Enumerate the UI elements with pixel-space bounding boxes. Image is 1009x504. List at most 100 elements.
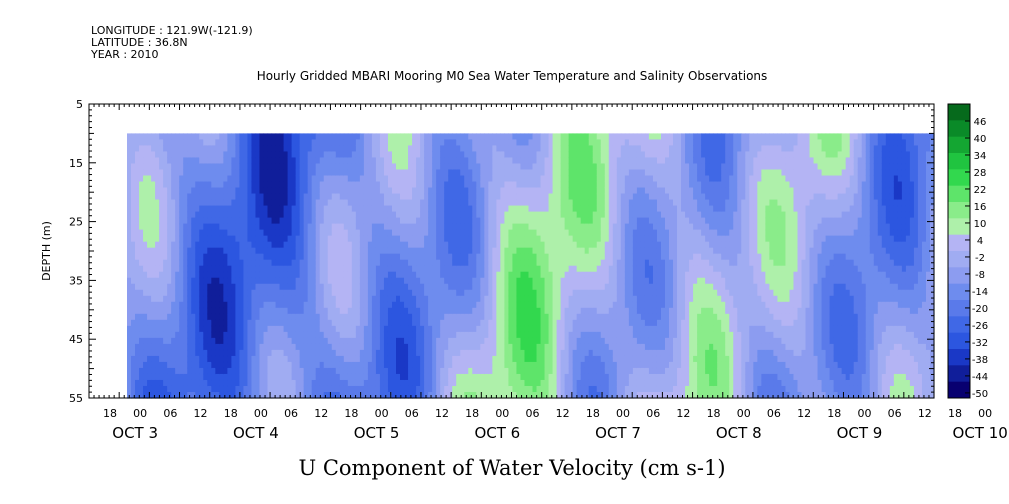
heat-cell — [528, 343, 534, 351]
heat-cell — [299, 133, 305, 141]
heat-cell — [259, 157, 265, 165]
heat-cell — [476, 187, 481, 195]
heat-cell — [131, 295, 136, 303]
heat-cell — [311, 271, 317, 279]
heat-cell — [159, 253, 164, 261]
heat-cell — [404, 253, 409, 261]
heat-cell — [472, 157, 477, 165]
heat-cell — [335, 307, 341, 315]
heat-cell — [528, 283, 534, 291]
heat-cell — [416, 283, 421, 291]
heat-cell — [359, 253, 365, 261]
heat-cell — [315, 163, 321, 171]
heat-cell — [496, 385, 501, 393]
heat-cell — [143, 307, 148, 315]
heat-cell — [544, 373, 550, 381]
heat-cell — [151, 373, 156, 381]
heat-cell — [375, 187, 381, 195]
heat-cell — [528, 223, 534, 231]
heat-cell — [492, 139, 497, 147]
heat-cell — [159, 139, 164, 147]
heat-cell — [464, 385, 469, 393]
heat-cell — [259, 301, 265, 309]
heat-cell — [528, 235, 534, 243]
heat-cell — [147, 133, 152, 141]
heat-cell — [448, 133, 453, 141]
heat-cell — [363, 247, 369, 255]
heat-cell — [219, 217, 224, 225]
heat-cell — [351, 223, 357, 231]
heat-cell — [287, 133, 293, 141]
heat-cell — [307, 373, 313, 381]
heat-cell — [484, 205, 489, 213]
heat-cell — [436, 169, 441, 177]
heat-cell — [452, 151, 457, 159]
heat-cell — [127, 157, 132, 165]
heat-cell — [383, 307, 389, 315]
heat-cell — [391, 313, 397, 321]
heat-cell — [500, 385, 505, 393]
heat-cell — [536, 223, 542, 231]
heat-cell — [275, 193, 281, 201]
heat-cell — [351, 361, 357, 369]
heat-cell — [275, 271, 281, 279]
heat-cell — [195, 331, 200, 339]
heat-cell — [476, 253, 481, 261]
heat-cell — [524, 145, 530, 153]
heat-cell — [211, 271, 216, 279]
heat-cell — [271, 265, 277, 273]
heat-cell — [412, 367, 417, 375]
heat-cell — [432, 229, 437, 237]
heat-cell — [540, 373, 546, 381]
heat-cell — [440, 349, 445, 357]
heat-cell — [500, 367, 505, 375]
heat-cell — [568, 187, 574, 195]
heat-cell — [568, 319, 574, 327]
heat-cell — [295, 385, 301, 393]
heat-cell — [400, 385, 405, 393]
heat-cell — [159, 223, 164, 231]
heat-cell — [371, 175, 377, 183]
heat-cell — [279, 199, 285, 207]
heat-cell — [564, 205, 570, 213]
heat-cell — [327, 355, 333, 363]
heat-cell — [335, 145, 341, 153]
heat-cell — [375, 253, 381, 261]
heat-cell — [343, 295, 349, 303]
heat-cell — [319, 169, 325, 177]
heat-cell — [416, 379, 421, 387]
heat-cell — [259, 241, 265, 249]
heat-cell — [544, 193, 550, 201]
heat-cell — [452, 211, 457, 219]
heat-cell — [139, 157, 144, 165]
heat-cell — [223, 169, 228, 177]
heat-cell — [355, 193, 361, 201]
heat-cell — [432, 235, 437, 243]
heat-cell — [468, 235, 473, 243]
heat-cell — [436, 151, 441, 159]
heat-cell — [283, 283, 289, 291]
heat-cell — [207, 223, 212, 231]
heat-cell — [331, 247, 337, 255]
heat-cell — [496, 187, 501, 195]
heat-cell — [552, 151, 558, 159]
heat-cell — [496, 169, 501, 177]
heat-cell — [516, 355, 522, 363]
heat-cell — [436, 313, 441, 321]
heat-cell — [480, 391, 485, 399]
heat-cell — [283, 199, 289, 207]
heat-cell — [287, 241, 293, 249]
heat-cell — [480, 319, 485, 327]
heat-cell — [536, 253, 542, 261]
heat-cell — [396, 169, 401, 177]
heat-cell — [211, 181, 216, 189]
heat-cell — [151, 151, 156, 159]
heat-cell — [560, 265, 566, 273]
heat-cell — [243, 313, 249, 321]
heat-cell — [468, 337, 473, 345]
heat-cell — [291, 169, 297, 177]
heat-cell — [576, 217, 582, 225]
heat-cell — [315, 319, 321, 327]
heat-cell — [183, 223, 188, 231]
heat-cell — [408, 367, 413, 375]
